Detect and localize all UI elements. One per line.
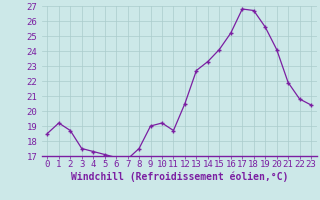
- X-axis label: Windchill (Refroidissement éolien,°C): Windchill (Refroidissement éolien,°C): [70, 172, 288, 182]
